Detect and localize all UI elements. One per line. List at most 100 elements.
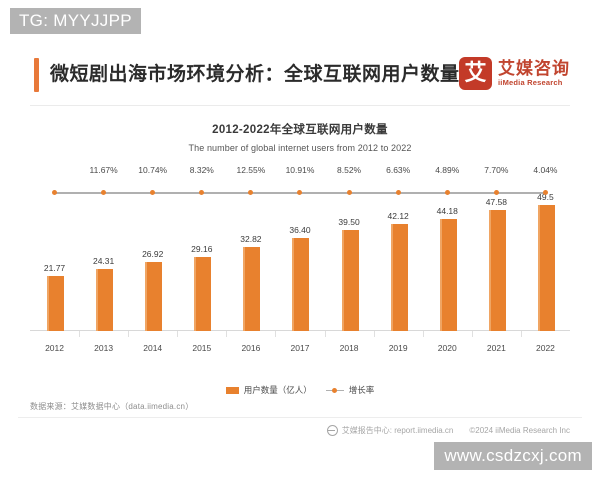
x-axis-label: 2012 (45, 343, 64, 353)
bar-value-label: 21.77 (43, 263, 66, 273)
footer-divider (18, 417, 582, 418)
growth-rate-point (248, 190, 254, 195)
x-axis-tick (373, 331, 375, 337)
chart-bar (390, 224, 408, 331)
chart-title: 2012-2022年全球互联网用户数量 (212, 124, 388, 136)
bar-value-label: 44.18 (436, 206, 458, 216)
x-axis-label: 2017 (290, 343, 310, 353)
x-axis-label: 2019 (388, 343, 408, 353)
growth-rate-point (346, 190, 352, 195)
bar-value-label: 49.5 (537, 192, 554, 202)
x-axis-tick (324, 331, 326, 337)
logo-mark-icon: 艾 (459, 57, 492, 90)
chart-plot-area: 21.77 2012 11.67% 24.31 2013 10.74% 26.92 2014 8… (30, 165, 570, 361)
chart-column: 8.32% 29.16 2015 (177, 165, 226, 361)
growth-rate-label: 8.52% (337, 165, 362, 175)
bar-value-label: 32.82 (240, 234, 262, 244)
x-axis-tick (177, 331, 179, 337)
legend-line-swatch-icon (325, 387, 344, 394)
chart-bar (243, 247, 261, 331)
logo-name-cn: 艾媒咨询 (498, 58, 570, 78)
data-source-note: 数据来源：艾媒数据中心（data.iimedia.cn） (30, 402, 194, 411)
growth-rate-label: 4.04% (533, 165, 558, 175)
chart-column: 8.52% 39.50 2018 (325, 165, 374, 361)
growth-rate-point (150, 190, 156, 195)
chart-bar (341, 230, 359, 331)
x-axis-tick (471, 331, 473, 337)
legend-item-users: 用户数量（亿人） (225, 384, 312, 396)
growth-rate-label: 12.55% (236, 165, 266, 175)
bar-value-label: 26.92 (142, 249, 164, 259)
legend-item-growth: 增长率 (325, 384, 375, 396)
x-axis-tick (520, 331, 522, 337)
x-axis-label: 2018 (339, 343, 359, 353)
growth-rate-point (101, 190, 107, 195)
chart-column: 4.89% 44.18 2020 (423, 165, 472, 361)
bar-value-label: 36.40 (289, 225, 311, 235)
growth-rate-label: 10.91% (285, 165, 315, 175)
logo-text: 艾媒咨询 iiMedia Research (498, 58, 570, 88)
chart-subtitle: The number of global internet users from… (188, 143, 412, 153)
bar-value-label: 47.58 (485, 197, 507, 207)
growth-rate-label: 7.70% (484, 165, 509, 175)
growth-rate-point (444, 190, 450, 195)
bar-value-label: 24.31 (92, 256, 115, 266)
header-divider (30, 105, 570, 106)
copyright-label: ©2024 iiMedia Research Inc (469, 426, 570, 435)
chart-column: 4.04% 49.5 2022 (521, 165, 570, 361)
title-accent-bar (34, 58, 39, 92)
report-center-link[interactable]: 艾媒报告中心: report.iimedia.cn (326, 425, 454, 436)
slide-card: 微短剧出海市场环境分析：全球互联网用户数量 艾 艾媒咨询 iiMedia Res… (18, 44, 582, 440)
growth-rate-point (199, 190, 205, 195)
chart-bar (145, 262, 163, 331)
logo-name-en: iiMedia Research (498, 78, 563, 88)
growth-rate-label: 4.89% (435, 165, 460, 175)
growth-rate-label: 11.67% (89, 165, 118, 175)
x-axis-tick (275, 331, 277, 337)
page-title: 微短剧出海市场环境分析：全球互联网用户数量 (50, 64, 460, 85)
growth-rate-point (297, 190, 303, 195)
chart-bar (47, 276, 65, 331)
chart-legend: 用户数量（亿人） 增长率 (18, 384, 582, 396)
copyright-note: ©2024 iiMedia Research Inc (469, 426, 570, 435)
chart-container: 2012-2022年全球互联网用户数量 The number of global… (18, 106, 582, 398)
growth-rate-point (395, 190, 401, 195)
legend-bar-swatch-icon (225, 386, 239, 394)
bar-value-label: 29.16 (191, 244, 213, 254)
x-axis-label: 2021 (486, 343, 506, 353)
growth-rate-label: 6.63% (386, 165, 411, 175)
x-axis-tick (128, 331, 130, 337)
growth-rate-label: 10.74% (138, 165, 168, 175)
chart-column: 21.77 2012 (30, 165, 79, 361)
x-axis-label: 2014 (143, 343, 163, 353)
bar-value-label: 42.12 (387, 211, 409, 221)
chart-column: 6.63% 42.12 2019 (374, 165, 423, 361)
report-center-label: 艾媒报告中心: report.iimedia.cn (341, 426, 454, 435)
slide-footer: 艾媒报告中心: report.iimedia.cn ©2024 iiMedia … (326, 425, 570, 436)
chart-column: 11.67% 24.31 2013 (79, 165, 128, 361)
chart-bar (537, 205, 555, 331)
slide-header: 微短剧出海市场环境分析：全球互联网用户数量 艾 艾媒咨询 iiMedia Res… (18, 44, 582, 106)
legend-label-users: 用户数量（亿人） (243, 385, 312, 395)
legend-label-growth: 增长率 (348, 385, 375, 395)
x-axis-label: 2013 (94, 343, 114, 353)
growth-rate-label: 8.32% (189, 165, 214, 175)
x-axis-label: 2016 (241, 343, 261, 353)
iimedia-logo: 艾 艾媒咨询 iiMedia Research (459, 57, 570, 90)
chart-column: 12.55% 32.82 2016 (226, 165, 275, 361)
x-axis-label: 2020 (437, 343, 457, 353)
growth-rate-point (52, 190, 58, 195)
bar-value-label: 39.50 (338, 217, 360, 227)
chart-bar (439, 219, 457, 331)
globe-icon (326, 425, 338, 436)
chart-column: 7.70% 47.58 2021 (472, 165, 521, 361)
x-axis-tick (226, 331, 228, 337)
watermark-bottom-right: www.csdzcxj.com (434, 442, 592, 470)
x-axis-tick (422, 331, 424, 337)
growth-rate-point (493, 190, 499, 195)
x-axis-label: 2022 (535, 343, 555, 353)
chart-column: 10.74% 26.92 2014 (128, 165, 177, 361)
chart-bar (488, 210, 506, 331)
growth-rate-point (542, 190, 548, 195)
x-axis-label: 2015 (192, 343, 212, 353)
